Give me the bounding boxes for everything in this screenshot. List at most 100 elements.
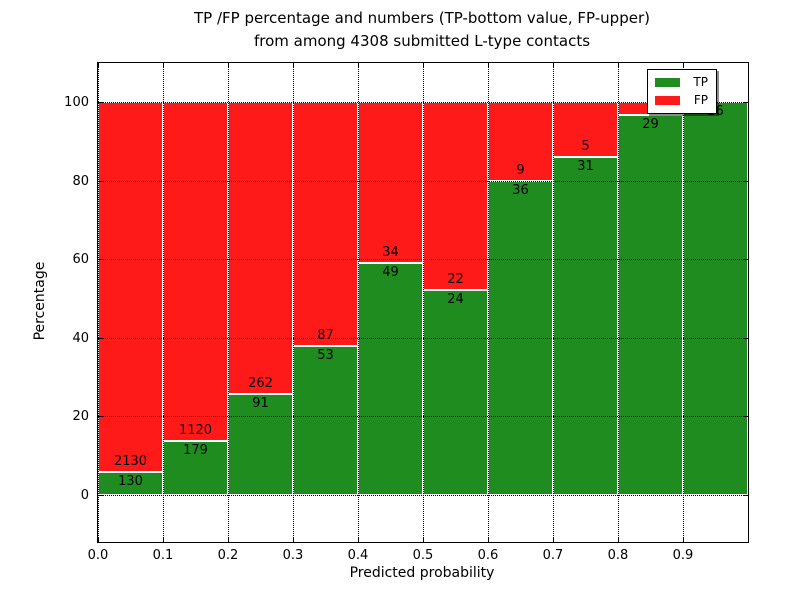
tp-legend-label: TP <box>693 75 708 89</box>
y-gridline <box>98 180 748 182</box>
x-tick-top <box>553 63 554 68</box>
x-tick <box>683 537 684 542</box>
x-gridline <box>163 63 164 542</box>
y-tick <box>98 259 103 261</box>
x-gridline <box>228 63 229 542</box>
fp-bar-segment <box>98 102 163 473</box>
tp-bar-segment <box>293 346 358 495</box>
y-gridline <box>98 102 748 104</box>
x-tick <box>618 537 619 542</box>
y-gridline <box>98 259 748 261</box>
x-tick-top <box>683 63 684 68</box>
y-tick-label: 40 <box>72 330 89 346</box>
chart-title-line2: from among 4308 submitted L-type contact… <box>253 32 591 50</box>
y-tick <box>98 180 103 182</box>
y-gridline <box>98 337 748 339</box>
tp-bar-segment <box>163 440 228 495</box>
y-tick-label: 80 <box>72 173 89 189</box>
tp-count-label: 179 <box>183 442 208 458</box>
x-gridline <box>423 63 424 542</box>
x-tick-top <box>423 63 424 68</box>
x-tick-label: 0.0 <box>87 548 109 563</box>
y-tick-right <box>743 259 748 261</box>
x-tick <box>358 537 359 542</box>
y-axis-label: Percentage <box>32 261 48 341</box>
y-tick-right <box>743 102 748 104</box>
x-tick-top <box>618 63 619 68</box>
x-tick <box>293 537 294 542</box>
x-tick-top <box>98 63 99 68</box>
tp-bar-segment <box>423 290 488 495</box>
legend-item-fp: FP <box>655 94 708 107</box>
y-tick-right <box>743 494 748 496</box>
tp-bar-segment <box>228 393 293 495</box>
x-gridline <box>553 63 554 542</box>
tp-count-label: 36 <box>512 182 529 198</box>
x-axis-label: Predicted probability <box>349 565 495 581</box>
fp-bar-segment <box>423 102 488 291</box>
x-tick <box>553 537 554 542</box>
y-tick-right <box>743 180 748 182</box>
y-tick <box>98 337 103 339</box>
x-gridline <box>618 63 619 542</box>
fp-count-label: 1120 <box>178 422 213 438</box>
x-tick-top <box>488 63 489 68</box>
y-tick-label: 20 <box>72 409 89 425</box>
y-tick <box>98 416 103 418</box>
tp-bar-segment <box>683 102 748 495</box>
x-tick-label: 0.5 <box>412 548 434 563</box>
tp-legend-swatch <box>655 78 680 87</box>
x-tick <box>423 537 424 542</box>
y-tick-label: 100 <box>64 95 89 111</box>
x-tick <box>488 537 489 542</box>
plot-area: 2130130112017926291875334492224936531129… <box>64 62 749 563</box>
y-gridline <box>98 416 748 418</box>
tp-count-label: 53 <box>317 348 334 364</box>
y-tick-right <box>743 337 748 339</box>
y-tick <box>98 494 103 496</box>
x-tick-label: 0.8 <box>607 548 629 563</box>
tp-count-label: 24 <box>447 292 464 308</box>
x-gridline <box>358 63 359 542</box>
x-gridline <box>488 63 489 542</box>
chart-title-line1: TP /FP percentage and numbers (TP-bottom… <box>194 9 650 27</box>
fp-bar-segment <box>293 102 358 347</box>
x-gridline <box>293 63 294 542</box>
fp-bar-segment <box>358 102 423 264</box>
x-tick-label: 0.7 <box>542 548 564 563</box>
y-tick-right <box>743 416 748 418</box>
x-gridline <box>683 63 684 542</box>
x-tick-label: 0.2 <box>217 548 239 563</box>
y-tick-label: 60 <box>72 252 89 268</box>
x-tick-label: 0.4 <box>347 548 369 563</box>
x-tick-label: 0.6 <box>477 548 499 563</box>
fp-bar-segment <box>228 102 293 394</box>
x-tick-label: 0.9 <box>672 548 694 563</box>
x-tick <box>163 537 164 542</box>
x-tick <box>228 537 229 542</box>
chart-title: TP /FP percentage and numbers (TP-bottom… <box>97 7 747 53</box>
fp-count-label: 34 <box>382 245 399 261</box>
x-tick-top <box>293 63 294 68</box>
fp-count-label: 262 <box>248 375 273 391</box>
fp-legend-label: FP <box>693 93 708 107</box>
x-tick <box>98 537 99 542</box>
tp-count-label: 91 <box>252 395 269 411</box>
fp-count-label: 87 <box>317 328 334 344</box>
x-tick-label: 0.3 <box>282 548 304 563</box>
x-tick-top <box>228 63 229 68</box>
legend: TP FP <box>647 69 717 114</box>
fp-count-label: 9 <box>516 162 525 178</box>
tp-count-label: 130 <box>118 474 143 490</box>
tp-count-label: 49 <box>382 265 399 281</box>
fp-legend-swatch <box>655 96 680 105</box>
y-tick <box>98 102 103 104</box>
x-tick-label: 0.1 <box>152 548 174 563</box>
tp-bar-segment <box>618 115 683 495</box>
y-gridline <box>98 494 748 496</box>
tp-bar-segment <box>553 156 618 495</box>
tp-bar-segment <box>358 263 423 495</box>
legend-item-tp: TP <box>655 76 708 89</box>
x-tick-top <box>358 63 359 68</box>
